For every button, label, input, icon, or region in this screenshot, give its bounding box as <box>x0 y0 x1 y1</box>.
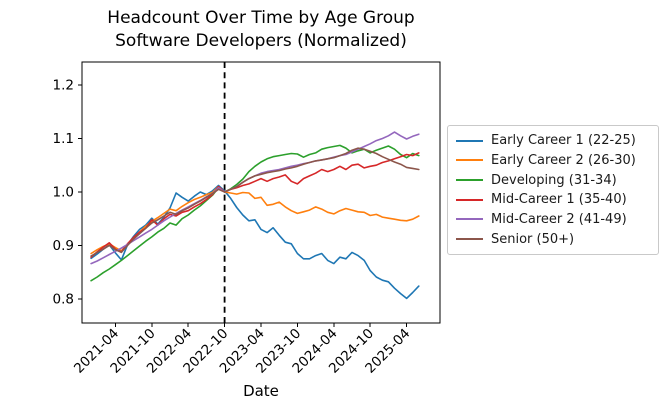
legend-swatch-icon <box>456 198 483 201</box>
legend-swatch-icon <box>456 179 483 182</box>
chart-title-line2: Software Developers (Normalized) <box>115 31 407 51</box>
y-axis-tick-label-0.8: 0.8 <box>53 291 74 307</box>
legend-label: Mid-Career 1 (35-40) <box>491 192 627 208</box>
chart-title-line1: Headcount Over Time by Age Group <box>107 8 415 28</box>
y-axis-tick-label-1.2: 1.2 <box>53 77 74 93</box>
legend-swatch-icon <box>456 139 483 142</box>
series-line-senior-50 <box>90 147 420 257</box>
series-line-early-career-1-22-25 <box>90 184 420 300</box>
y-axis-tick-label-1.1: 1.1 <box>53 131 74 147</box>
legend-label: Early Career 1 (22-25) <box>491 133 636 149</box>
legend-swatch-icon <box>456 159 483 162</box>
plot-border <box>81 61 441 324</box>
y-axis-tick-label-0.9: 0.9 <box>53 238 74 254</box>
legend-swatch-icon <box>456 218 483 221</box>
series-line-mid-career-1-35-40 <box>90 152 420 259</box>
legend-row: Early Career 2 (26-30) <box>456 153 650 168</box>
chart-title: Headcount Over Time by Age Group Softwar… <box>82 7 440 53</box>
y-axis-tick-label-1.0: 1.0 <box>53 184 74 200</box>
legend-row: Mid-Career 1 (35-40) <box>456 192 650 207</box>
legend-label: Mid-Career 2 (41-49) <box>491 211 627 227</box>
legend-label: Developing (31-34) <box>491 172 617 188</box>
legend: Early Career 1 (22-25) Early Career 2 (2… <box>447 125 659 255</box>
legend-row: Mid-Career 2 (41-49) <box>456 212 650 227</box>
legend-label: Senior (50+) <box>491 231 575 247</box>
x-axis-label: Date <box>243 382 279 400</box>
legend-row: Early Career 1 (22-25) <box>456 133 650 148</box>
legend-row: Developing (31-34) <box>456 173 650 188</box>
legend-label: Early Career 2 (26-30) <box>491 152 636 168</box>
legend-row: Senior (50+) <box>456 232 650 247</box>
series-line-early-career-2-26-30 <box>90 185 420 255</box>
legend-swatch-icon <box>456 238 483 241</box>
